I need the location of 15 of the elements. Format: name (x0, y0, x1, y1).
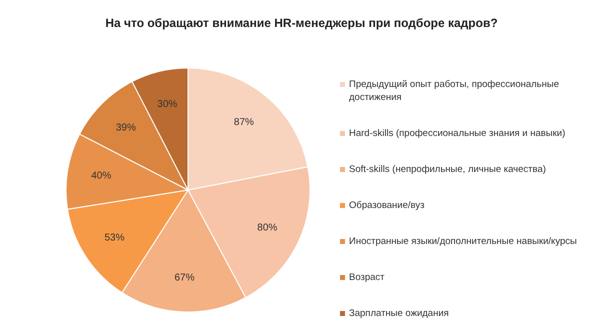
chart-title: На что обращают внимание HR-менеджеры при подборе кадров? (104, 16, 499, 30)
data-label: 30% (157, 99, 178, 110)
data-label: 80% (257, 222, 278, 234)
legend-label: Образование/вуз (349, 199, 424, 212)
legend-label: Soft-skills (непрофильные, личные качества) (349, 163, 546, 176)
legend-label: Зарплатные ожидания (349, 307, 449, 320)
data-label: 53% (104, 232, 125, 244)
legend-label: Предыдущий опыт работы, профессиональные достижения (349, 78, 560, 104)
legend-label: Возраст (349, 271, 385, 284)
legend-label: Hard-skills (профессиональные знания и навыки) (349, 127, 566, 140)
legend-label: Иностранные языки/дополнительные навыки/курсы (349, 235, 577, 248)
data-label: 40% (91, 170, 112, 182)
data-label: 39% (116, 122, 136, 134)
data-label: 87% (234, 116, 254, 128)
data-label: 67% (174, 272, 195, 284)
